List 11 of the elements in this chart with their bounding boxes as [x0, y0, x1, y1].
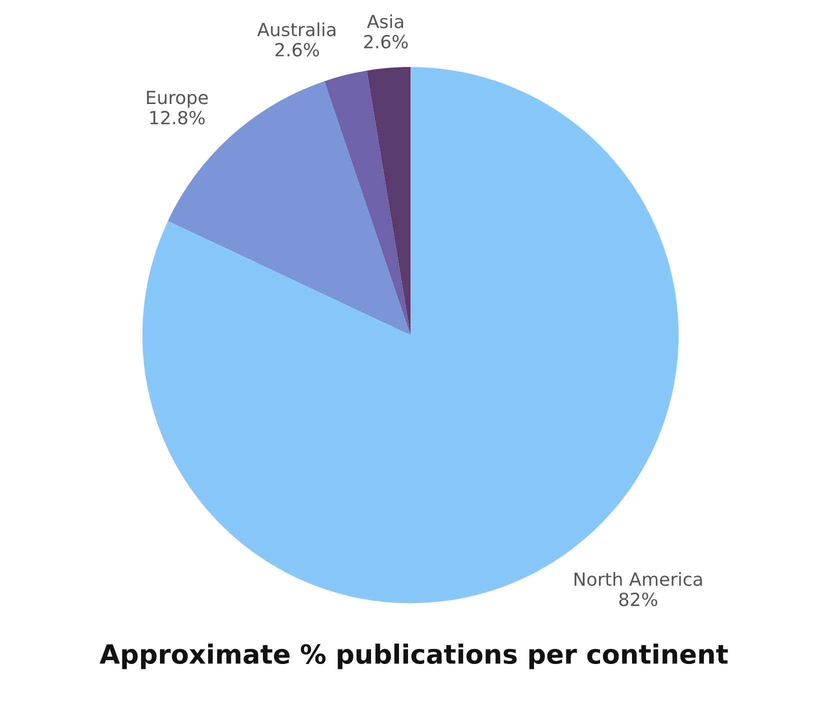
slice-label: North America	[574, 572, 702, 586]
data-label: 2.6%	[364, 34, 408, 49]
data-label: 82%	[619, 592, 658, 606]
data-label: 12.8%	[150, 110, 205, 124]
slice-label: Asia	[367, 14, 404, 28]
pie-slice	[366, 67, 410, 336]
text: Approximate % publications per continent	[100, 644, 728, 670]
data-label: 2.6%	[275, 42, 320, 57]
slice-label: Australia	[257, 22, 336, 36]
slice-label: Europe	[147, 90, 208, 108]
pie-slice	[324, 70, 410, 336]
